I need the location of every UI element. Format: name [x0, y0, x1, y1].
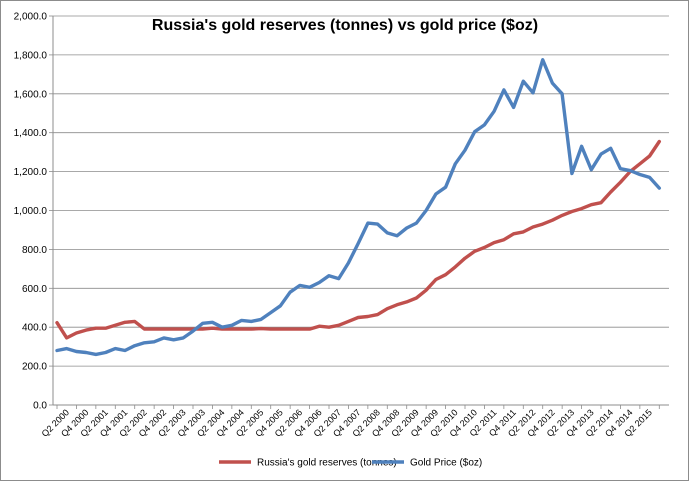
- legend-label: Russia's gold reserves (tonnes): [257, 458, 397, 469]
- y-tick-label: 600.0: [22, 284, 47, 295]
- y-tick-label: 2,000.0: [14, 12, 48, 23]
- y-tick-label: 800.0: [22, 245, 47, 256]
- y-tick-label: 1,000.0: [14, 206, 48, 217]
- y-axis-ticks: 0.0 200.0 400.0 600.0 800.0 1,000.0 1,200.0 1,4…: [14, 12, 53, 412]
- y-tick-label: 400.0: [22, 323, 47, 334]
- y-tick-label: 200.0: [22, 362, 47, 373]
- y-tick-label: 1,200.0: [14, 167, 48, 178]
- y-tick-label: 0.0: [33, 401, 47, 412]
- series-line-gold-reserves: [55, 139, 661, 340]
- axes: [52, 16, 669, 406]
- y-tick-label: 1,800.0: [14, 50, 48, 61]
- legend: Russia's gold reserves (tonnes) Gold Pric…: [219, 458, 482, 469]
- legend-label: Gold Price ($oz): [410, 458, 482, 469]
- y-tick-label: 1,400.0: [14, 128, 48, 139]
- y-tick-label: 1,600.0: [14, 89, 48, 100]
- series-line-gold-price: [55, 58, 661, 357]
- chart-title: Russia's gold reserves (tonnes) vs gold …: [152, 17, 538, 34]
- gridlines: [53, 15, 669, 367]
- series-lines: [55, 58, 661, 357]
